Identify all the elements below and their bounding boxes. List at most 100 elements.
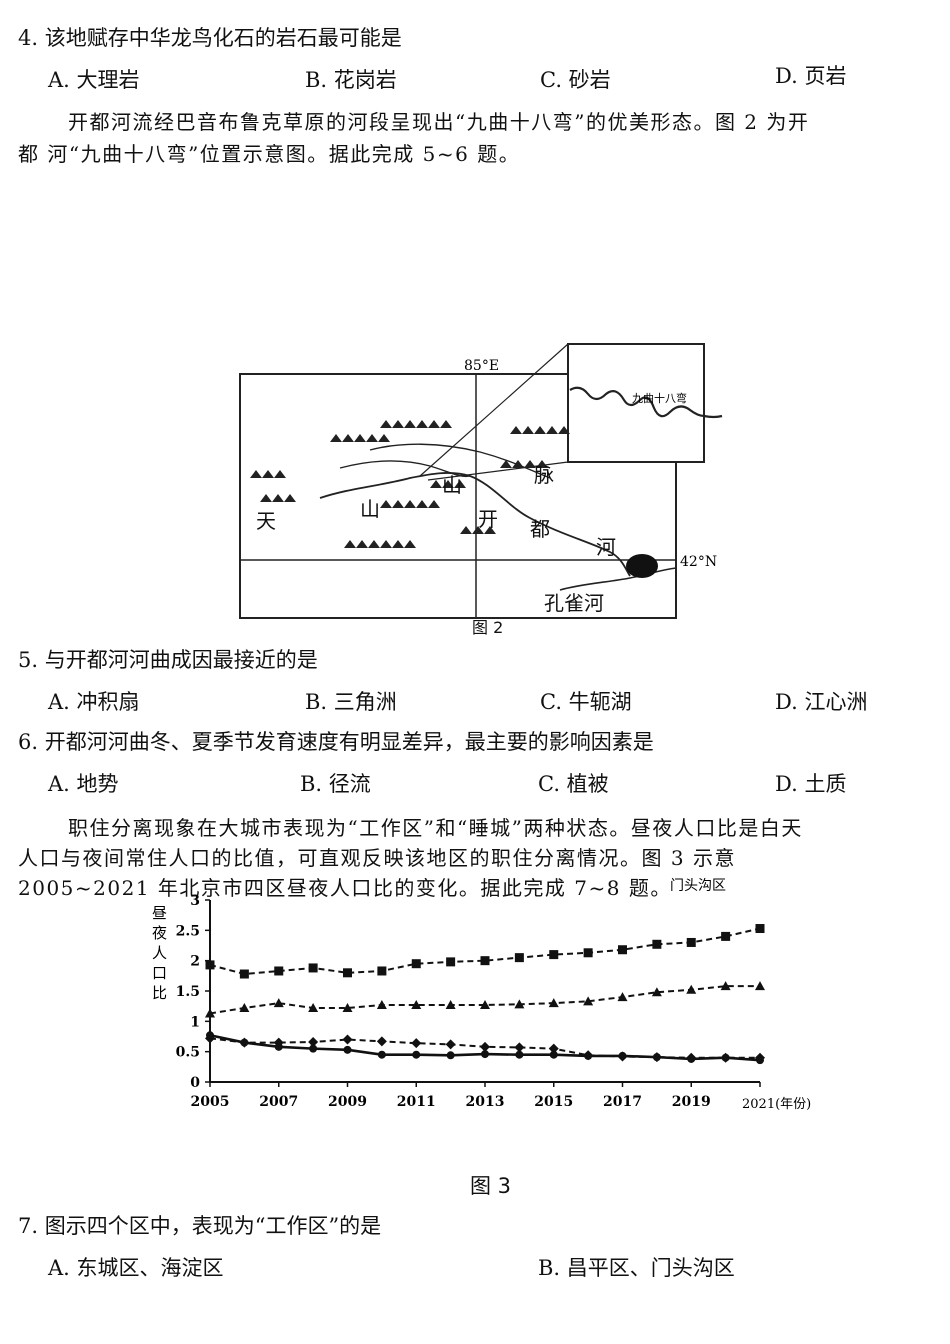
data-point xyxy=(652,939,662,949)
data-point xyxy=(342,1034,353,1045)
label-du: 都 xyxy=(530,517,550,541)
data-point xyxy=(480,956,490,966)
data-point xyxy=(584,1051,593,1060)
q5-option-a: A. 冲积扇 xyxy=(48,690,140,714)
data-point xyxy=(618,945,627,955)
data-point xyxy=(652,1053,661,1062)
data-point xyxy=(514,999,525,1009)
parallel-label: 42°N xyxy=(680,554,717,570)
intro-5-6-line1: 开都河流经巴音布鲁克草原的河段呈现出“九曲十八弯”的优美形态。图 2 为开 xyxy=(68,110,810,134)
data-point xyxy=(755,981,765,991)
question-4-stem: 4. 该地赋存中华龙鸟化石的岩石最可能是 xyxy=(18,26,402,50)
data-point xyxy=(514,953,524,963)
x-tick-label-last: 2021(年份) xyxy=(742,1097,811,1112)
x-tick-label: 2005 xyxy=(191,1094,230,1110)
series-circle xyxy=(206,1031,764,1065)
data-point xyxy=(343,968,352,978)
chart-series xyxy=(205,924,765,1065)
q6-option-d: D. 土质 xyxy=(775,772,847,796)
data-point xyxy=(411,1038,422,1049)
data-point xyxy=(445,999,456,1009)
data-point xyxy=(618,1051,627,1060)
data-point xyxy=(651,987,662,997)
q5-option-d: D. 江心洲 xyxy=(775,690,868,714)
data-point xyxy=(308,963,318,973)
data-point xyxy=(446,1051,455,1060)
q6-option-b: B. 径流 xyxy=(300,772,371,796)
data-point xyxy=(583,996,594,1006)
data-point xyxy=(548,998,559,1008)
q6-option-a: A. 地势 xyxy=(48,772,119,796)
data-point xyxy=(274,966,284,976)
data-point xyxy=(206,1031,214,1040)
label-kai: 开 xyxy=(478,507,498,531)
question-5-stem: 5. 与开都河河曲成因最接近的是 xyxy=(18,648,318,672)
data-point xyxy=(755,924,765,934)
data-point xyxy=(548,1043,559,1054)
figure-2-caption: 图 2 xyxy=(472,618,504,637)
x-tick-label: 2011 xyxy=(397,1094,436,1110)
series-line xyxy=(209,985,760,1015)
y-tick-label: 1.5 xyxy=(176,984,200,1000)
data-point xyxy=(721,1053,730,1062)
data-point xyxy=(205,1008,215,1018)
label-shan-1: 山 xyxy=(360,497,380,521)
legend-fragment: 门头沟区 xyxy=(670,878,726,894)
data-point xyxy=(342,1002,353,1012)
q6-option-c: C. 植被 xyxy=(538,772,609,796)
x-tick-label: 2019 xyxy=(672,1094,711,1110)
series-triangle xyxy=(205,981,765,1018)
x-tick-label: 2013 xyxy=(466,1094,505,1110)
label-kongque-river: 孔雀河 xyxy=(544,591,604,615)
question-6-stem: 6. 开都河河曲冬、夏季节发育速度有明显差异，最主要的影响因素是 xyxy=(18,730,654,754)
data-point xyxy=(377,966,387,976)
data-point xyxy=(308,1002,319,1012)
x-tick-label: 2009 xyxy=(328,1094,367,1110)
data-point xyxy=(376,1036,387,1047)
map-frame xyxy=(239,373,677,619)
data-point xyxy=(514,1042,525,1053)
data-point xyxy=(686,984,697,994)
data-point xyxy=(480,1041,490,1052)
data-point xyxy=(308,1036,319,1047)
data-point xyxy=(617,992,628,1002)
data-point xyxy=(412,1050,421,1059)
q4-option-d: D. 页岩 xyxy=(775,64,847,88)
y-tick-label: 1 xyxy=(190,1014,200,1030)
data-point xyxy=(274,1042,283,1051)
chart-axes: 0 0.5 1 1.5 2 2.5 3 2005 2007 2009 2011 2013 2015 201… xyxy=(152,893,811,1112)
label-tian: 天 xyxy=(256,509,276,533)
data-point xyxy=(411,999,422,1009)
x-tick-label: 2007 xyxy=(259,1094,298,1110)
q4-option-a: A. 大理岩 xyxy=(48,68,140,92)
data-point xyxy=(377,1050,386,1059)
tributary-2 xyxy=(369,443,551,479)
bosten-lake xyxy=(626,554,658,578)
data-point xyxy=(343,1045,352,1054)
q7-option-b: B. 昌平区、门头沟区 xyxy=(538,1256,735,1280)
data-point xyxy=(240,1038,249,1047)
label-shan-2: 山 xyxy=(442,473,462,497)
label-he: 河 xyxy=(596,535,616,559)
intro-5-6-line2: 都 河“九曲十八弯”位置示意图。据此完成 5~6 题。 xyxy=(18,142,521,166)
data-point xyxy=(549,1050,558,1059)
intro-7-8-line2: 人口与夜间常住人口的比值，可直观反映该地区的职住分离情况。图 3 示意 xyxy=(18,846,736,870)
y-tick-label: 3 xyxy=(190,893,200,909)
y-tick-label: 0 xyxy=(190,1075,200,1091)
q4-option-b: B. 花岗岩 xyxy=(305,68,397,92)
figure-3-caption: 图 3 xyxy=(470,1174,512,1198)
intro-7-8-line1: 职住分离现象在大城市表现为“工作区”和“睡城”两种状态。昼夜人口比是白天 xyxy=(68,816,803,840)
kaidu-river-map: 85°E 42°N 九曲十八弯 天 山 山 开 都 河 脉 孔雀河 xyxy=(239,343,723,619)
data-point xyxy=(515,1050,524,1059)
day-night-population-ratio-chart: 0 0.5 1 1.5 2 2.5 3 2005 2007 2009 2011 2013 2015 201… xyxy=(152,878,811,1112)
question-7-stem: 7. 图示四个区中，表现为“工作区”的是 xyxy=(18,1214,382,1238)
data-point xyxy=(583,948,593,958)
data-point xyxy=(687,1054,696,1063)
data-point xyxy=(445,1039,456,1050)
x-tick-label: 2015 xyxy=(534,1094,573,1110)
q5-option-b: B. 三角洲 xyxy=(305,690,397,714)
data-point xyxy=(309,1044,318,1053)
x-tick-label: 2017 xyxy=(603,1094,642,1110)
data-point xyxy=(239,1002,250,1012)
inset-river xyxy=(569,386,723,419)
